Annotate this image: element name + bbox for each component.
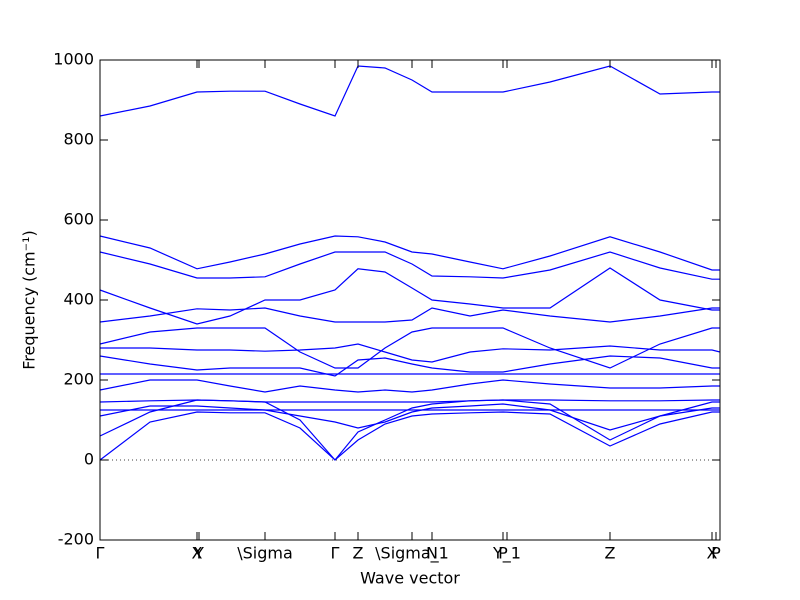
band-line [100,343,721,363]
x-tick-label: P [498,544,508,563]
band-line [99,379,720,393]
y-tick-label: 200 [63,370,94,389]
y-tick-label: -200 [58,530,94,549]
x-axis-label: Wave vector [360,569,460,588]
band-line [99,307,720,323]
x-tick-label: X [707,544,718,563]
band-line [99,355,720,377]
band-line [99,251,720,280]
x-tick-label: Z [605,544,616,563]
band-line [99,65,720,117]
band-line [99,403,720,431]
x-tick-label: Γ [331,544,340,563]
x-tick-label: Γ [96,544,105,563]
band-line [99,267,720,325]
x-tick-label: X [192,544,203,563]
x-tick-label: P [711,544,721,563]
x-tick-label: Y [193,544,204,563]
y-tick-label: 1000 [53,50,94,69]
y-tick-label: 400 [63,290,94,309]
band-line [99,411,720,461]
y-tick-label: 600 [63,210,94,229]
band-line [99,235,720,271]
x-tick-label: \Sigma_1 [375,544,449,564]
y-axis-label: Frequency (cm⁻¹) [20,230,39,369]
band-line [99,327,720,369]
x-tick-label: Y_1 [492,544,521,564]
band-line [99,399,720,461]
y-tick-label: 800 [63,130,94,149]
x-tick-label: Z [353,544,364,563]
y-tick-label: 0 [84,450,94,469]
x-tick-label: \Sigma [237,544,293,563]
x-tick-label: N [426,544,438,563]
